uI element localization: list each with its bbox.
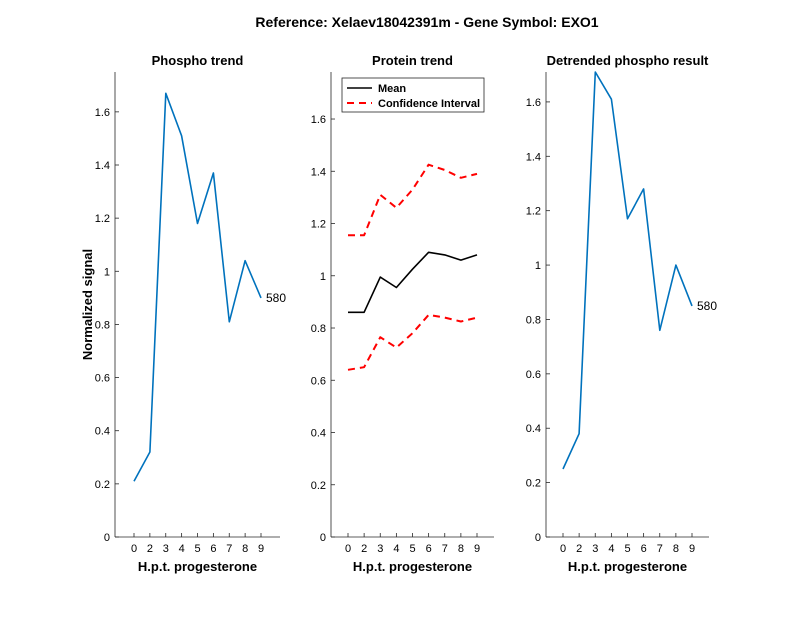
x-tick-label: 8	[458, 543, 464, 555]
y-tick-label: 0.8	[311, 323, 326, 335]
series-end-annotation: 580	[697, 299, 717, 313]
y-tick-label: 1.2	[526, 206, 541, 218]
x-tick-label: 2	[147, 543, 153, 555]
y-tick-label: 1	[320, 271, 326, 283]
series-end-annotation: 580	[266, 291, 286, 305]
y-tick-label: 1.2	[95, 213, 110, 225]
x-tick-label: 9	[258, 543, 264, 555]
series-line-1	[562, 71, 693, 470]
x-tick-label: 7	[657, 543, 663, 555]
y-tick-label: 1.4	[95, 160, 110, 172]
chart-panel-1: 00.20.40.60.811.21.41.60 2 3 4 5 6 7 8 9Phospho …	[80, 53, 286, 574]
x-tick-label: 2	[576, 543, 582, 555]
x-tick-label: 0	[131, 543, 137, 555]
x-tick-label: 2	[361, 543, 367, 555]
y-tick-label: 1.6	[95, 107, 110, 119]
series-line-mean	[348, 251, 478, 314]
x-tick-label: 3	[163, 543, 169, 555]
x-tick-label: 5	[409, 543, 415, 555]
y-tick-label: 0.4	[95, 426, 110, 438]
x-tick-label: 6	[210, 543, 216, 555]
x-tick-label: 5	[194, 543, 200, 555]
x-tick-label: 8	[673, 543, 679, 555]
x-tick-label: 0	[560, 543, 566, 555]
x-tick-label: 3	[377, 543, 383, 555]
x-tick-label: 6	[426, 543, 432, 555]
x-tick-label: 9	[474, 543, 480, 555]
y-tick-label: 0.6	[526, 369, 541, 381]
y-tick-label: 0.8	[526, 314, 541, 326]
y-tick-label: 1.4	[311, 166, 326, 178]
y-tick-label: 0.2	[311, 480, 326, 492]
chart-title: Phospho trend	[152, 53, 244, 68]
x-tick-label: 4	[179, 543, 185, 555]
series-line-1	[133, 92, 262, 482]
legend-entry: Mean	[378, 83, 406, 95]
chart-legend: Mean Confidence Interval	[341, 77, 485, 113]
x-tick-label: 7	[442, 543, 448, 555]
y-tick-label: 0.4	[311, 428, 326, 440]
y-tick-label: 0	[104, 532, 110, 544]
y-tick-label: 0	[535, 532, 541, 544]
y-tick-label: 0.4	[526, 423, 541, 435]
y-tick-label: 1.6	[311, 114, 326, 126]
figure-suptitle: Reference: Xelaev18042391m - Gene Symbol…	[255, 14, 598, 30]
series-line-3	[347, 313, 478, 371]
y-tick-label: 1	[104, 266, 110, 278]
chart-panel-3: 00.20.40.60.811.21.41.60 2 3 4 5 6 7 8 9Detrende…	[526, 53, 718, 574]
x-axis-label: H.p.t. progesterone	[138, 559, 257, 574]
x-tick-label: 4	[393, 543, 399, 555]
y-axis-label: Normalized signal	[80, 249, 95, 360]
x-tick-label: 8	[242, 543, 248, 555]
y-tick-label: 1	[535, 260, 541, 272]
x-axis-label: H.p.t. progesterone	[353, 559, 472, 574]
chart-panel-2: 00.20.40.60.811.21.41.60 2 3 4 5 6 7 8 9Protein …	[311, 53, 494, 574]
chart-title: Detrended phospho result	[547, 53, 709, 68]
y-tick-label: 1.4	[526, 151, 541, 163]
y-tick-label: 0.8	[95, 319, 110, 331]
x-tick-label: 4	[608, 543, 614, 555]
x-tick-label: 9	[689, 543, 695, 555]
legend-entry: Confidence Interval	[378, 98, 480, 110]
y-tick-label: 0.2	[95, 479, 110, 491]
legend-box	[341, 77, 485, 113]
series-line-confidence-interval	[348, 163, 478, 237]
y-tick-label: 0.6	[311, 375, 326, 387]
y-tick-label: 0	[320, 532, 326, 544]
chart-title: Protein trend	[372, 53, 453, 68]
x-tick-label: 3	[592, 543, 598, 555]
y-tick-label: 1.6	[526, 97, 541, 109]
x-tick-label: 5	[624, 543, 630, 555]
y-tick-label: 1.2	[311, 219, 326, 231]
y-tick-label: 0.2	[526, 478, 541, 490]
x-tick-label: 0	[345, 543, 351, 555]
x-axis-label: H.p.t. progesterone	[568, 559, 687, 574]
x-tick-label: 7	[226, 543, 232, 555]
x-tick-label: 6	[641, 543, 647, 555]
y-tick-label: 0.6	[95, 373, 110, 385]
